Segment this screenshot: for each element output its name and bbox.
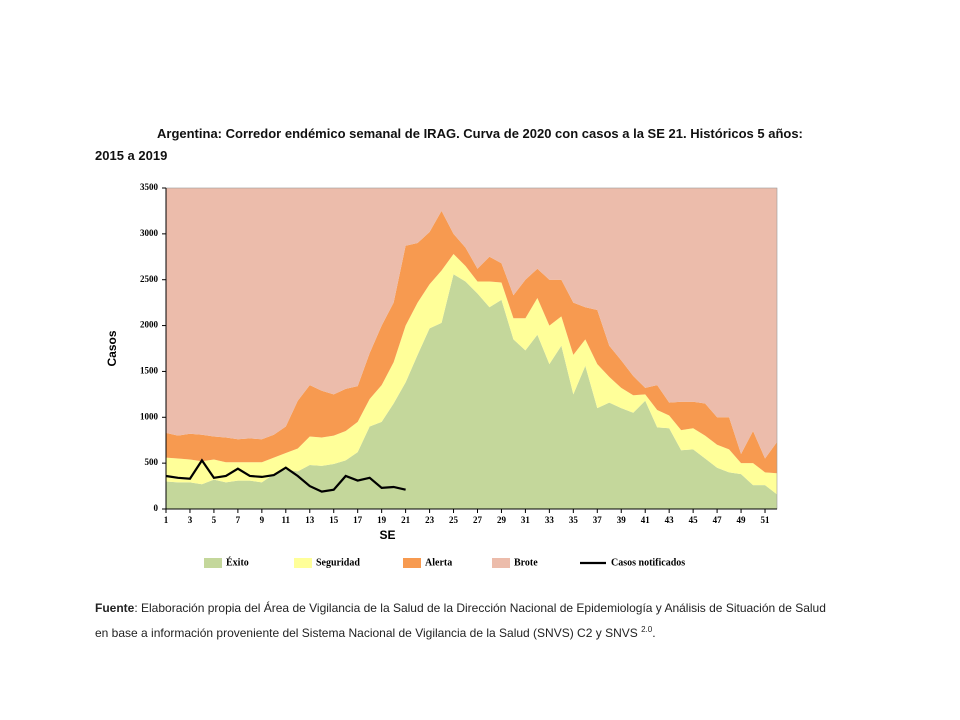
y-tick-label: 2000 xyxy=(140,320,159,330)
x-tick-label: 41 xyxy=(641,515,651,525)
area-zone xyxy=(166,188,777,459)
source-sup: 2.0 xyxy=(641,625,653,634)
line xyxy=(165,458,406,493)
area xyxy=(166,254,777,495)
legend-swatch xyxy=(492,558,510,568)
x-tick-label: 1 xyxy=(164,515,169,525)
y-tick-label: 0 xyxy=(154,503,159,513)
y-tick-label: 3000 xyxy=(140,228,159,238)
legend-label: Éxito xyxy=(226,556,249,568)
y-tick-label: 2500 xyxy=(140,274,159,284)
legend-swatch xyxy=(294,558,312,568)
y-axis-label: Casos xyxy=(105,330,119,366)
area xyxy=(166,210,777,474)
source-end: . xyxy=(652,626,656,640)
source-label: Fuente xyxy=(95,601,135,615)
source-note: Fuente: Elaboración propia del Área de V… xyxy=(95,598,830,644)
legend-label: Seguridad xyxy=(316,557,360,568)
y-tick-label: 500 xyxy=(145,457,159,467)
x-tick-label: 35 xyxy=(569,515,579,525)
x-tick-label: 7 xyxy=(236,515,241,525)
x-tick-label: 33 xyxy=(545,515,555,525)
x-tick-label: 25 xyxy=(449,515,459,525)
legend-label: Casos notificados xyxy=(611,557,685,568)
legend-label: Alerta xyxy=(425,557,452,568)
x-tick-label: 21 xyxy=(401,515,411,525)
x-tick-label: 45 xyxy=(689,515,699,525)
y-tick-label: 1000 xyxy=(140,411,159,421)
x-tick-label: 11 xyxy=(282,515,291,525)
x-tick-label: 3 xyxy=(188,515,193,525)
x-tick-label: 15 xyxy=(329,515,339,525)
x-tick-label: 49 xyxy=(737,515,747,525)
y-tick-label: 3500 xyxy=(140,182,159,192)
legend-label: Brote xyxy=(514,557,538,568)
x-tick-label: 19 xyxy=(377,515,387,525)
area xyxy=(166,274,777,509)
x-axis-label: SE xyxy=(379,528,395,542)
x-tick-label: 29 xyxy=(497,515,507,525)
x-tick-label: 17 xyxy=(353,515,363,525)
x-tick-label: 47 xyxy=(713,515,723,525)
legend-swatch xyxy=(403,558,421,568)
legend-swatch xyxy=(204,558,222,568)
x-tick-label: 43 xyxy=(665,515,675,525)
x-tick-label: 27 xyxy=(473,515,483,525)
y-tick-label: 1500 xyxy=(140,365,159,375)
x-tick-label: 37 xyxy=(593,515,603,525)
chart-title: Argentina: Corredor endémico semanal de … xyxy=(95,126,803,163)
x-tick-label: 51 xyxy=(761,515,771,525)
x-tick-label: 23 xyxy=(425,515,435,525)
x-tick-label: 5 xyxy=(212,515,217,525)
source-text: : Elaboración propia del Área de Vigilan… xyxy=(95,601,826,640)
x-tick-label: 9 xyxy=(260,515,265,525)
x-tick-label: 39 xyxy=(617,515,627,525)
x-tick-label: 13 xyxy=(305,515,315,525)
x-tick-label: 31 xyxy=(521,515,531,525)
